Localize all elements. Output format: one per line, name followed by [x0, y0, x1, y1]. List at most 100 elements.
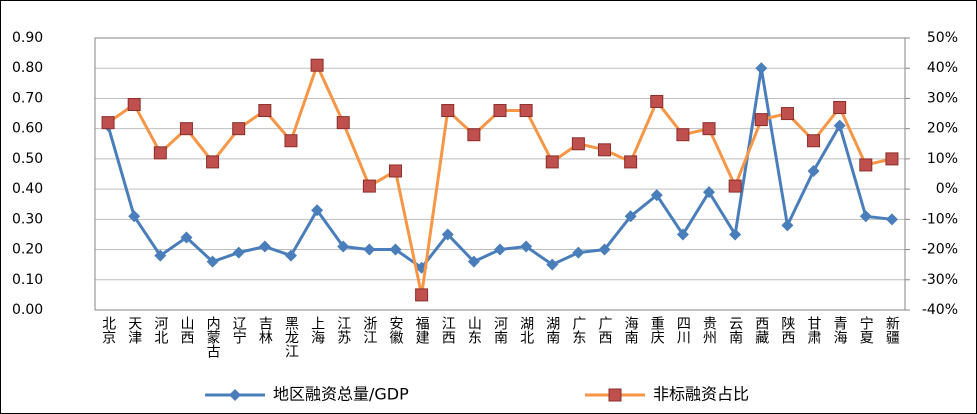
point — [885, 213, 898, 226]
point — [389, 243, 402, 256]
point — [467, 128, 481, 142]
x-tick-label: 西藏 — [753, 316, 769, 344]
point — [624, 155, 638, 169]
plot-area — [94, 37, 906, 311]
point — [258, 104, 272, 118]
point — [729, 228, 742, 241]
point — [754, 113, 768, 127]
point — [572, 246, 585, 259]
point — [180, 231, 193, 244]
point — [362, 179, 376, 193]
x-tick-label: 北京 — [100, 316, 116, 344]
point — [415, 288, 429, 302]
point — [128, 210, 141, 223]
point — [153, 146, 167, 160]
x-tick-label: 内蒙古 — [205, 316, 221, 358]
y2-tick-label: -40% — [922, 302, 958, 318]
point — [545, 155, 559, 169]
x-tick-label: 新疆 — [884, 316, 900, 344]
point — [650, 189, 663, 202]
x-tick-label: 浙江 — [361, 316, 377, 344]
legend-label: 非标融资占比 — [653, 385, 749, 404]
y2-tick-label: 30% — [927, 90, 958, 106]
x-tick-label: 广西 — [597, 316, 613, 344]
y2-tick-label: 20% — [927, 121, 958, 137]
point — [859, 210, 872, 223]
y2-tick-label: 40% — [927, 60, 958, 76]
x-tick-label: 宁夏 — [858, 315, 874, 344]
point — [154, 249, 167, 262]
point — [127, 97, 141, 111]
point — [546, 258, 559, 271]
point — [101, 116, 115, 130]
y-tick-label: 0.10 — [12, 272, 43, 288]
point — [179, 122, 193, 136]
point — [388, 164, 402, 178]
point — [494, 243, 506, 256]
x-tick-label: 四川 — [675, 316, 691, 344]
y-tick-label: 0.30 — [12, 211, 43, 227]
y2-tick-label: 10% — [927, 151, 958, 167]
legend-label: 地区融资总量/GDP — [273, 385, 409, 404]
y2-tick-label: -20% — [922, 242, 958, 258]
y-tick-label: 0.50 — [12, 151, 43, 167]
y-tick-label: 0.40 — [12, 181, 43, 197]
x-tick-label: 甘肃 — [806, 316, 822, 344]
point — [624, 210, 637, 223]
x-tick-label: 江西 — [440, 316, 456, 344]
y2-tick-label: 0% — [936, 181, 958, 197]
point — [258, 240, 271, 253]
x-tick-label: 湖南 — [544, 316, 560, 344]
point — [206, 155, 220, 169]
y-tick-label: 0.70 — [12, 90, 43, 106]
x-tick-label: 安徽 — [387, 316, 403, 344]
point — [676, 128, 690, 142]
x-tick-label: 吉林 — [257, 316, 273, 344]
x-tick-label: 天津 — [126, 316, 142, 344]
legend-marker — [229, 389, 241, 401]
x-tick-label: 黑龙江 — [283, 316, 299, 358]
x-tick-label: 湖北 — [518, 316, 534, 345]
y2-tick-label: -30% — [922, 272, 958, 288]
y-tick-label: 0.90 — [12, 30, 43, 46]
point — [703, 186, 716, 199]
point — [859, 158, 873, 172]
x-tick-label: 河南 — [492, 316, 508, 344]
x-tick-label: 广东 — [570, 316, 586, 344]
point — [780, 107, 794, 121]
x-tick-label: 江苏 — [335, 316, 351, 345]
point — [755, 62, 768, 75]
x-tick-label: 云南 — [727, 316, 743, 344]
point — [781, 219, 794, 232]
y-tick-label: 0.60 — [12, 121, 43, 137]
x-tick-label: 青海 — [832, 316, 848, 344]
point — [467, 255, 480, 268]
point — [728, 179, 742, 193]
point — [337, 240, 350, 253]
y2-tick-label: -10% — [922, 211, 958, 227]
point — [571, 137, 585, 151]
x-tick-label: 上海 — [309, 316, 325, 344]
y-tick-label: 0.00 — [12, 302, 43, 318]
point — [520, 240, 533, 253]
point — [493, 104, 507, 118]
point — [311, 204, 324, 217]
point — [206, 255, 219, 268]
x-tick-label: 辽宁 — [231, 316, 247, 344]
point — [441, 228, 454, 241]
point — [598, 143, 612, 157]
x-tick-label: 陕西 — [779, 316, 795, 344]
point — [833, 101, 847, 115]
point — [284, 249, 297, 262]
x-tick-label: 贵州 — [701, 316, 717, 344]
point — [833, 119, 846, 132]
x-tick-label: 山西 — [178, 316, 194, 344]
point — [807, 134, 821, 148]
point — [598, 243, 611, 256]
point — [676, 228, 689, 241]
x-tick-label: 河北 — [152, 316, 168, 345]
point — [807, 164, 820, 177]
legend-marker — [608, 388, 622, 402]
